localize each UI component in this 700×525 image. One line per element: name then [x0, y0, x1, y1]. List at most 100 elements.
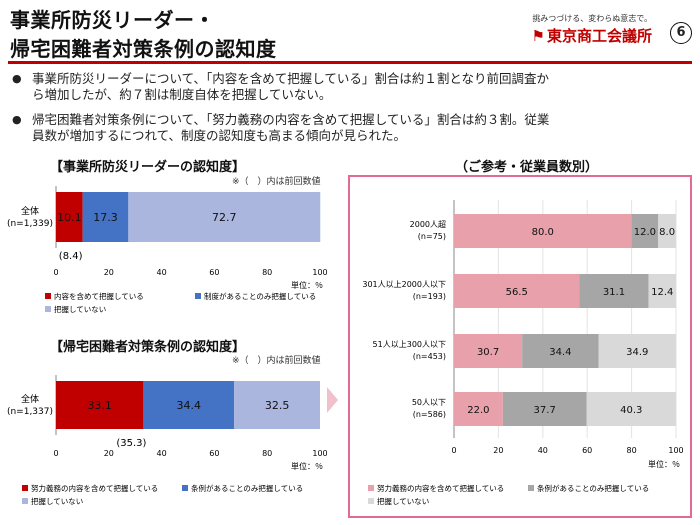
x-tick-label: 0: [53, 449, 58, 458]
bar-value-label: 40.3: [620, 405, 642, 416]
bar-segment: [454, 274, 580, 308]
chart2-title: 【帰宅困難者対策条例の認知度】: [50, 340, 246, 355]
legend-swatch: [22, 485, 28, 491]
logo: ⚑ 東京商工会議所: [532, 25, 652, 46]
chart2-note: ※（ ）内は前回数値: [232, 356, 321, 366]
bar-segment: [454, 392, 503, 426]
logo-mark-icon: ⚑: [531, 26, 545, 45]
x-tick-label: 60: [582, 446, 592, 455]
category-label: (n=1,337): [7, 407, 53, 417]
bar-value-label: 12.4: [651, 287, 673, 298]
unit-label: 単位：％: [648, 459, 680, 469]
legend-label: 条例があることのみ把握している: [537, 483, 649, 493]
x-tick-label: 100: [668, 446, 683, 455]
bar-value-label: 17.3: [93, 211, 118, 224]
x-tick-label: 100: [312, 268, 327, 277]
x-tick-label: 80: [262, 268, 272, 277]
bar-segment: [658, 214, 676, 248]
chart-stranded-ordinance: 全体 (n=1,337) 33.1 34.4 32.5 (35.3) 0 20 40 60 80 10…: [7, 375, 328, 506]
legend-swatch: [195, 293, 201, 299]
bar-value-label: 34.4: [177, 399, 202, 412]
category-label: (n=75): [418, 232, 446, 241]
bar-segment: [586, 392, 676, 426]
legend-label: 努力義務の内容を含めて把握している: [31, 483, 158, 493]
category-label: 2000人超: [410, 219, 446, 229]
category-label: (n=453): [413, 352, 446, 361]
legend-swatch: [528, 485, 534, 491]
category-label: 301人以上2000人以下: [362, 280, 446, 289]
bar-segment: [598, 334, 676, 368]
bar-value-label: 37.7: [534, 405, 556, 416]
bullet-text: 員数が増加するにつれて、制度の認知度も高まる傾向が見られた。: [32, 128, 407, 143]
category-label: 50人以下: [412, 398, 446, 407]
legend-swatch: [45, 306, 51, 312]
legend-label: 把握していない: [54, 304, 106, 314]
reference-panel: [348, 175, 692, 518]
bar-value-label: 72.7: [212, 211, 237, 224]
x-tick-label: 0: [53, 268, 58, 277]
bar-value-label: 30.7: [477, 347, 499, 358]
unit-label: 単位：％: [291, 461, 323, 471]
bar-segment: [579, 274, 649, 308]
bullet-dot-icon: ●: [12, 113, 22, 126]
bullet-dot-icon: ●: [12, 72, 22, 85]
x-tick-label: 40: [157, 268, 167, 277]
bar-segment: [56, 192, 83, 242]
x-tick-label: 20: [104, 449, 114, 458]
legend-label: 把握していない: [31, 496, 83, 506]
bullet-text: ら増加したが、約７割は制度自体を把握していない。: [32, 87, 332, 102]
x-tick-label: 20: [104, 268, 114, 277]
legend-swatch: [368, 498, 374, 504]
bar-segment: [502, 392, 587, 426]
category-label: 全体: [21, 393, 39, 405]
bar-value-label: 56.5: [506, 287, 528, 298]
legend-label: 把握していない: [377, 496, 429, 506]
bullet-item: ● 事業所防災リーダーについて、「内容を含めて把握している」割合は約１割となり前…: [12, 71, 688, 105]
x-tick-label: 20: [493, 446, 503, 455]
legend-label: 内容を含めて把握している: [54, 291, 144, 301]
x-tick-label: 60: [209, 449, 219, 458]
legend-swatch: [22, 498, 28, 504]
bar-value-label: 12.0: [634, 227, 656, 238]
x-tick-label: 80: [262, 449, 272, 458]
bar-segment: [234, 381, 320, 429]
slogan-text: 挑みつづける、変わらぬ意志で。: [532, 14, 652, 23]
x-tick-label: 80: [627, 446, 637, 455]
bullet-text: 事業所防災リーダーについて、「内容を含めて把握している」割合は約１割となり前回調…: [32, 71, 550, 86]
bar-value-label: 34.9: [626, 347, 648, 358]
bar-segment: [454, 214, 632, 248]
category-label: (n=1,339): [7, 219, 53, 229]
category-label: 51人以上300人以下: [373, 340, 446, 349]
title-underline: [8, 61, 692, 64]
legend-swatch: [182, 485, 188, 491]
bullet-text: 帰宅困難者対策条例について、「努力義務の内容を含めて把握している」割合は約３割。…: [32, 112, 550, 127]
bar-segment: [454, 334, 523, 368]
legend-label: 制度があることのみ把握している: [204, 291, 316, 301]
page-title-line2: 帰宅困難者対策条例の認知度: [10, 37, 277, 61]
x-tick-label: 0: [451, 446, 456, 455]
chart-disaster-leader: 全体 (n=1,339) 10.1 17.3 72.7 (8.4)0 20 40 60 80 100…: [7, 186, 328, 314]
bar-segment: [56, 381, 144, 429]
bar-value-label: 80.0: [532, 227, 554, 238]
bar-segment: [631, 214, 659, 248]
x-tick-label: 40: [538, 446, 548, 455]
category-label: (n=586): [413, 410, 446, 419]
bar-segment: [648, 274, 676, 308]
bar-value-label: 31.1: [603, 287, 625, 298]
page-title-line1: 事業所防災リーダー・: [10, 8, 215, 32]
bar-value-label: 33.1: [87, 399, 112, 412]
bar-segment: [128, 192, 321, 242]
bar-segment: [522, 334, 599, 368]
previous-value-label: (35.3): [116, 438, 146, 449]
chart3-title: （ご参考・従業員数別）: [455, 160, 599, 175]
category-label: (n=193): [413, 292, 446, 301]
arrow-right-icon: [327, 387, 338, 413]
x-tick-label: 100: [312, 449, 327, 458]
legend-label: 努力義務の内容を含めて把握している: [377, 483, 504, 493]
chart-by-employee-size: 0 20 40 60 80 100 2000人超 (n=75) 80.0 12.0 8.0 301人以…: [362, 200, 684, 506]
bar-value-label: 8.0: [659, 227, 675, 238]
bar-value-label: 10.1: [57, 211, 82, 224]
x-tick-label: 60: [209, 268, 219, 277]
bar-value-label: 34.4: [549, 347, 571, 358]
bar-segment: [143, 381, 235, 429]
